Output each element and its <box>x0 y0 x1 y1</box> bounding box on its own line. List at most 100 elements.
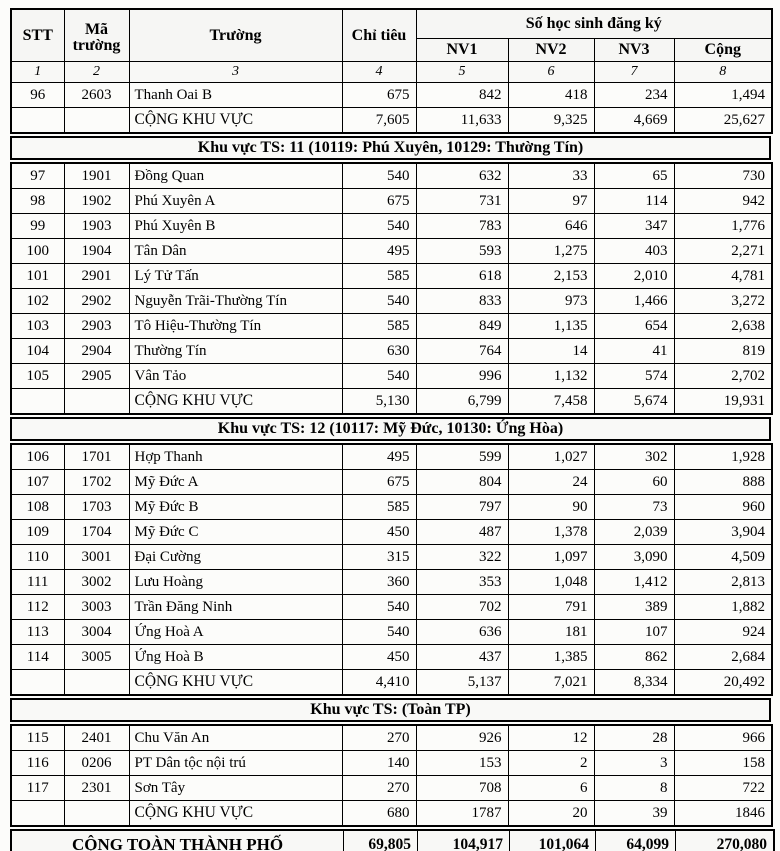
cell-subtotal-label: CỘNG KHU VỰC <box>128 669 343 696</box>
cell-nv1: 322 <box>415 544 509 570</box>
cell-nv3: 107 <box>593 619 675 645</box>
cell-chi-tieu: 360 <box>341 569 417 595</box>
cell-school-code: 3004 <box>63 619 130 645</box>
cell-subtotal-nv2: 7,458 <box>507 388 595 415</box>
cell-chi-tieu: 540 <box>341 594 417 620</box>
cell-school-code: 2905 <box>63 363 130 389</box>
section-table: 97 1901 Đồng Quan 540 632 33 65 730 98 1… <box>10 162 773 415</box>
cell-nv3: 234 <box>593 82 675 108</box>
cell-nv1: 618 <box>415 263 509 289</box>
cell-nv1: 599 <box>415 443 509 470</box>
cell-school-name: Lưu Hoàng <box>128 569 343 595</box>
cell-chi-tieu: 675 <box>341 469 417 495</box>
cell-nv2: 14 <box>507 338 595 364</box>
cell-code-empty <box>63 107 130 134</box>
cell-nv2: 6 <box>507 775 595 801</box>
cell-code-empty <box>63 388 130 415</box>
admissions-table: STT Mã trường Trường Chỉ tiêu Số học sin… <box>10 8 773 134</box>
cell-nv3: 28 <box>593 724 675 751</box>
cell-nv3: 389 <box>593 594 675 620</box>
cell-stt: 100 <box>10 238 65 264</box>
cell-school-name: Ứng Hoà B <box>128 644 343 670</box>
cell-subtotal-nv2: 9,325 <box>507 107 595 134</box>
cell-nv2: 1,048 <box>507 569 595 595</box>
cell-stt: 97 <box>10 162 65 189</box>
cell-school-name: Đại Cường <box>128 544 343 570</box>
cell-nv2: 973 <box>507 288 595 314</box>
cell-chi-tieu: 315 <box>341 544 417 570</box>
cell-stt-empty <box>10 388 65 415</box>
cell-nv3: 114 <box>593 188 675 214</box>
cell-school-code: 1904 <box>63 238 130 264</box>
cell-subtotal-cong: 19,931 <box>673 388 773 415</box>
school-row: 112 3003 Trần Đăng Ninh 540 702 791 389 … <box>10 594 773 620</box>
cell-subtotal-chi-tieu: 7,605 <box>341 107 417 134</box>
colnum-7: 7 <box>593 61 675 83</box>
school-row: 111 3002 Lưu Hoàng 360 353 1,048 1,412 2… <box>10 569 773 595</box>
cell-nv1: 783 <box>415 213 509 239</box>
cell-subtotal-nv1: 6,799 <box>415 388 509 415</box>
column-number-row: 1 2 3 4 5 6 7 8 <box>10 61 773 83</box>
cell-cong: 924 <box>673 619 773 645</box>
cell-school-code: 0206 <box>63 750 130 776</box>
cell-stt: 115 <box>10 724 65 751</box>
cell-school-name: Sơn Tây <box>128 775 343 801</box>
cell-stt-empty <box>10 669 65 696</box>
cell-nv1: 833 <box>415 288 509 314</box>
cell-chi-tieu: 585 <box>341 494 417 520</box>
cell-school-name: Mỹ Đức B <box>128 494 343 520</box>
cell-nv3: 3 <box>593 750 675 776</box>
section-table: 115 2401 Chu Văn An 270 926 12 28 966 11… <box>10 724 773 827</box>
cell-school-name: Ứng Hoà A <box>128 619 343 645</box>
cell-nv1: 804 <box>415 469 509 495</box>
cell-chi-tieu: 630 <box>341 338 417 364</box>
cell-nv3: 403 <box>593 238 675 264</box>
cell-nv3: 41 <box>593 338 675 364</box>
cell-nv2: 1,135 <box>507 313 595 339</box>
cell-subtotal-cong: 1846 <box>673 800 773 827</box>
cell-school-code: 2901 <box>63 263 130 289</box>
cell-subtotal-chi-tieu: 680 <box>341 800 417 827</box>
cell-school-code: 3001 <box>63 544 130 570</box>
cell-stt: 104 <box>10 338 65 364</box>
school-row: 102 2902 Nguyễn Trãi-Thường Tín 540 833 … <box>10 288 773 314</box>
cell-stt: 101 <box>10 263 65 289</box>
section-title: Khu vực TS: (Toàn TP) <box>10 698 771 722</box>
cell-nv2: 12 <box>507 724 595 751</box>
cell-school-code: 3005 <box>63 644 130 670</box>
cell-school-code: 2902 <box>63 288 130 314</box>
cell-cong: 158 <box>673 750 773 776</box>
cell-stt: 106 <box>10 443 65 470</box>
cell-school-name: Tân Dân <box>128 238 343 264</box>
col-header-chi-tieu: Chỉ tiêu <box>341 8 417 62</box>
cell-stt: 107 <box>10 469 65 495</box>
cell-school-name: Nguyễn Trãi-Thường Tín <box>128 288 343 314</box>
school-row: 117 2301 Sơn Tây 270 708 6 8 722 <box>10 775 773 801</box>
cell-nv3: 3,090 <box>593 544 675 570</box>
cell-school-name: Chu Văn An <box>128 724 343 751</box>
cell-subtotal-nv1: 5,137 <box>415 669 509 696</box>
cell-chi-tieu: 585 <box>341 313 417 339</box>
cell-stt: 117 <box>10 775 65 801</box>
cell-school-name: Phú Xuyên A <box>128 188 343 214</box>
cell-cong: 1,776 <box>673 213 773 239</box>
cell-nv2: 1,027 <box>507 443 595 470</box>
cell-stt: 111 <box>10 569 65 595</box>
cell-school-name: Trần Đăng Ninh <box>128 594 343 620</box>
colnum-5: 5 <box>415 61 509 83</box>
cell-chi-tieu: 540 <box>341 288 417 314</box>
cell-chi-tieu: 270 <box>341 775 417 801</box>
cell-nv1: 926 <box>415 724 509 751</box>
cell-cong: 960 <box>673 494 773 520</box>
cell-nv1: 849 <box>415 313 509 339</box>
colnum-6: 6 <box>507 61 595 83</box>
col-header-nv1: NV1 <box>415 38 509 62</box>
cell-nv3: 73 <box>593 494 675 520</box>
cell-chi-tieu: 270 <box>341 724 417 751</box>
school-row: 113 3004 Ứng Hoà A 540 636 181 107 924 <box>10 619 773 645</box>
grand-total-nv2: 101,064 <box>509 831 595 851</box>
cell-nv1: 636 <box>415 619 509 645</box>
colnum-3: 3 <box>128 61 343 83</box>
cell-school-name: Mỹ Đức A <box>128 469 343 495</box>
